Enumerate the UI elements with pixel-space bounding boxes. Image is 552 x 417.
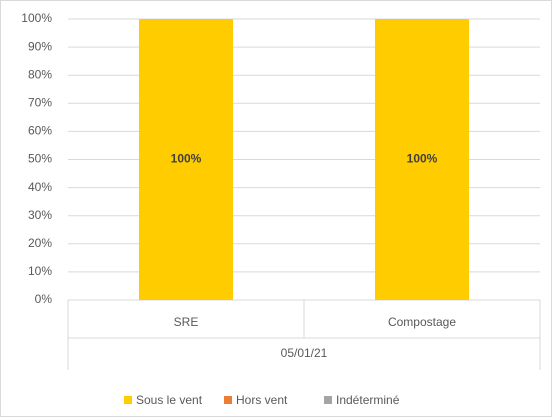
y-tick-label: 10% xyxy=(28,264,52,278)
data-label: 100% xyxy=(171,152,202,166)
x-tick-label: SRE xyxy=(174,315,199,329)
y-tick-label: 90% xyxy=(28,39,52,53)
y-tick-label: 50% xyxy=(28,152,52,166)
legend-label: Indéterminé xyxy=(336,393,400,407)
data-label: 100% xyxy=(407,152,438,166)
y-tick-label: 100% xyxy=(21,11,52,25)
y-tick-label: 70% xyxy=(28,95,52,109)
legend-swatch xyxy=(124,396,132,404)
bar-segment xyxy=(139,19,233,300)
legend-label: Hors vent xyxy=(236,393,288,407)
group-label: 05/01/21 xyxy=(281,346,328,360)
legend-swatch xyxy=(324,396,332,404)
bar-segment xyxy=(375,19,469,300)
y-tick-label: 20% xyxy=(28,236,52,250)
legend-label: Sous le vent xyxy=(136,393,203,407)
y-tick-label: 0% xyxy=(35,292,53,306)
y-tick-label: 30% xyxy=(28,208,52,222)
x-tick-label: Compostage xyxy=(388,315,456,329)
legend-swatch xyxy=(224,396,232,404)
y-tick-label: 80% xyxy=(28,67,52,81)
y-tick-label: 60% xyxy=(28,124,52,138)
y-tick-label: 40% xyxy=(28,180,52,194)
